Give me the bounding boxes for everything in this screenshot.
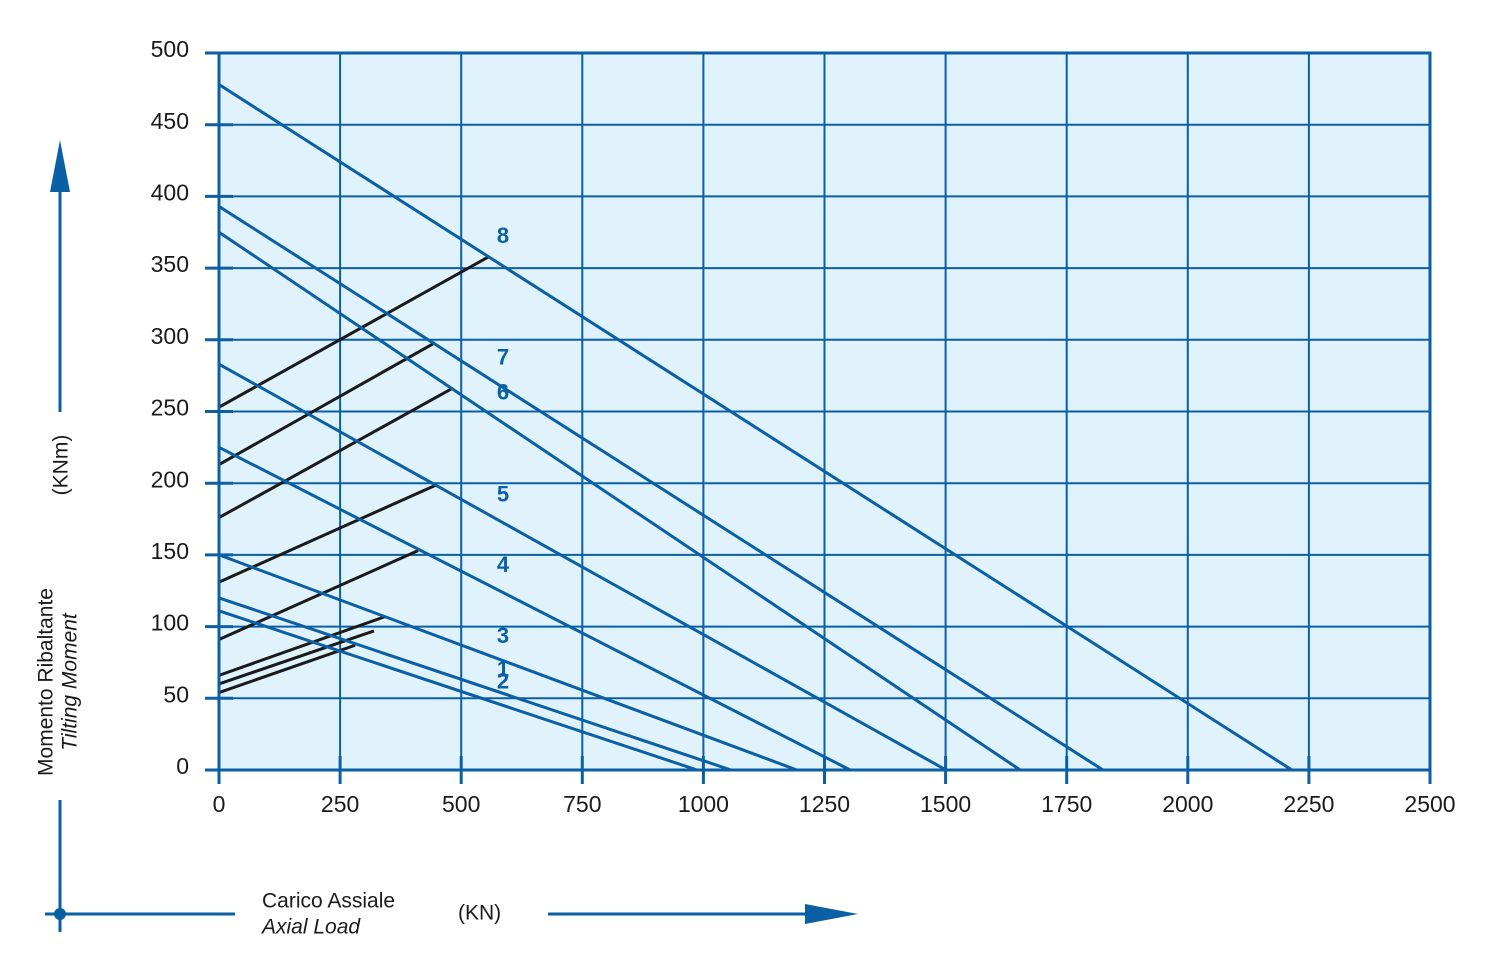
series-line: [218, 553, 798, 772]
x-tick-label: 250: [321, 791, 359, 817]
series-line: [218, 446, 851, 772]
x-tick-label: 750: [563, 791, 601, 817]
y-arrow-head: [50, 140, 70, 192]
x-tick-label: 0: [213, 791, 226, 817]
x-axis-label-en: Axial Load: [260, 916, 361, 939]
x-tick-label: 2500: [1404, 791, 1455, 817]
limit-line: [218, 483, 438, 584]
y-tick-label: 0: [176, 753, 189, 779]
x-axis-label: Carico Assiale: [262, 890, 395, 913]
series-line: [218, 83, 1293, 772]
y-tick-label: 100: [151, 610, 189, 636]
x-tick-label: 1750: [1041, 791, 1092, 817]
x-tick-label: 500: [442, 791, 480, 817]
y-tick-label: 350: [151, 251, 189, 277]
limit-line: [218, 615, 386, 677]
series-label: 7: [497, 345, 509, 370]
limit-line: [218, 549, 419, 641]
x-tick-label: 1250: [799, 791, 850, 817]
y-tick-label: 400: [151, 179, 189, 205]
y-tick-label: 150: [151, 538, 189, 564]
limit-line: [218, 341, 436, 466]
series-label: 6: [497, 379, 509, 404]
y-tick-label: 450: [151, 108, 189, 134]
series-label: 4: [497, 552, 510, 577]
series-line: [218, 362, 947, 772]
plot-frame: [217, 51, 1432, 772]
series-line: [218, 596, 732, 772]
series-line: [218, 205, 1104, 772]
series-label: 8: [497, 223, 509, 248]
series-label: 3: [497, 623, 509, 648]
y-tick-label: 250: [151, 395, 189, 421]
y-axis-label: Momento Ribaltante: [35, 588, 58, 776]
x-arrow-head: [805, 904, 858, 924]
y-tick-label: 200: [151, 466, 189, 492]
x-tick-label: 2000: [1162, 791, 1213, 817]
axis-origin: [54, 908, 66, 920]
y-axis-unit: (KNm): [50, 435, 73, 496]
limit-line: [218, 629, 375, 686]
y-axis-label-en: Tilting Moment: [59, 612, 82, 751]
limit-line: [218, 643, 356, 694]
x-tick-label: 2250: [1283, 791, 1334, 817]
limit-line: [218, 387, 453, 519]
series-label: 1: [497, 656, 509, 681]
limit-line: [218, 255, 490, 409]
y-tick-label: 300: [151, 323, 189, 349]
x-axis-unit: (KN): [458, 902, 501, 925]
series-line: [218, 609, 698, 772]
series-label: 5: [497, 481, 509, 506]
series-label: 2: [497, 669, 509, 694]
x-tick-label: 1000: [678, 791, 729, 817]
y-tick-label: 50: [163, 681, 189, 707]
series-line: [218, 231, 1022, 772]
x-tick-label: 1500: [920, 791, 971, 817]
y-tick-label: 500: [151, 36, 189, 62]
